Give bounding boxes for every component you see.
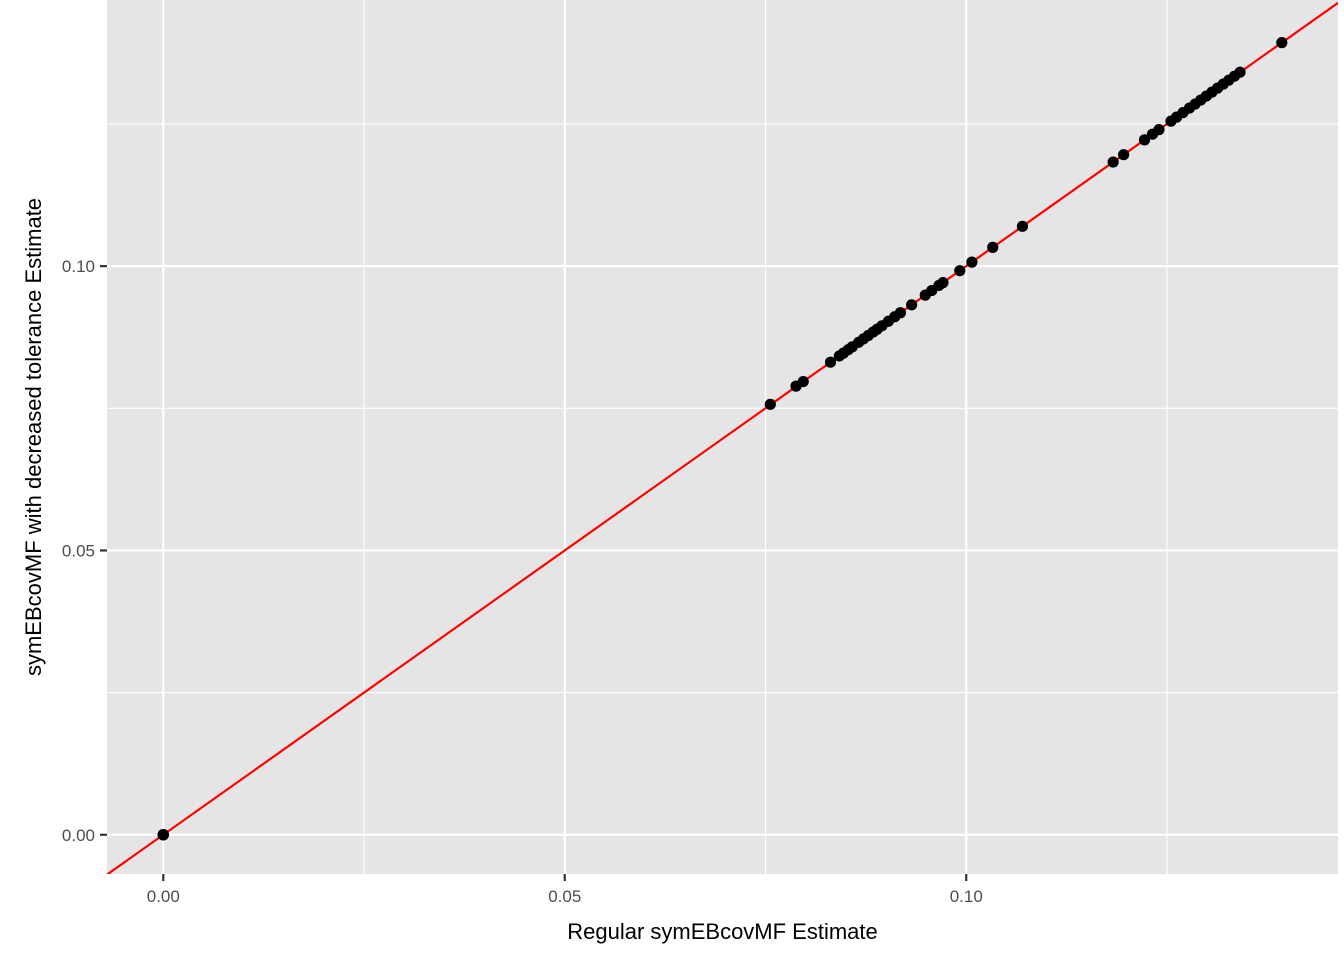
reference-line [107, 1, 1338, 874]
x-tick-label: 0.05 [548, 887, 581, 906]
data-point [1153, 124, 1165, 136]
data-point [1138, 134, 1151, 146]
y-tick-label: 0.05 [62, 541, 95, 560]
data-point [906, 299, 918, 311]
x-tick-label: 0.10 [950, 887, 983, 906]
x-axis: 0.00 0.05 0.10 [147, 874, 983, 906]
y-axis-title: symEBcovMF with decreased tolerance Esti… [21, 198, 46, 676]
y-tick-label: 0.00 [62, 826, 95, 845]
data-point [797, 375, 809, 388]
data-point [954, 265, 966, 277]
data-point [157, 829, 169, 841]
data-point [1118, 149, 1130, 161]
data-point [894, 307, 906, 319]
data-point [824, 356, 837, 368]
minor-gridlines [107, 0, 1338, 874]
reference-line-group [107, 1, 1338, 874]
y-axis: 0.00 0.05 0.10 [62, 257, 107, 845]
x-axis-title: Regular symEBcovMF Estimate [567, 919, 878, 944]
data-point [966, 256, 978, 268]
data-point [1016, 220, 1029, 232]
data-point [1276, 37, 1288, 49]
data-point [1234, 66, 1246, 78]
data-points [157, 37, 1288, 841]
data-point [764, 398, 776, 410]
data-point [987, 241, 999, 253]
data-point [1107, 156, 1119, 168]
major-gridlines [107, 0, 1338, 874]
x-tick-label: 0.00 [147, 887, 180, 906]
data-point [937, 277, 949, 289]
y-tick-label: 0.10 [62, 257, 95, 276]
